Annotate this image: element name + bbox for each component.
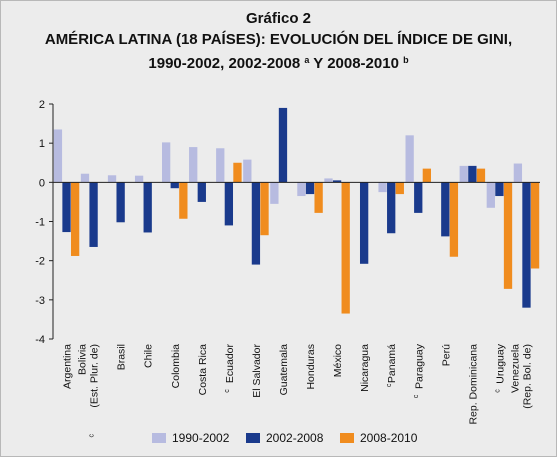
x-category-label: Uruguay [494,343,506,383]
bar-series-1 [216,148,225,183]
bar-series-1 [80,173,90,183]
x-category-footnote: c [89,434,96,438]
bar-series-2 [251,182,261,265]
y-tick-label: -3 [35,295,45,307]
bar-series-3 [449,182,459,257]
x-category-footnote: c [224,389,231,393]
bar-series-3 [530,182,540,269]
x-category-label: Colombia [170,344,182,389]
bar-series-2 [170,182,179,189]
x-category-footnote: c [494,389,501,393]
x-category-label: (Rep. Bol. de) [521,344,533,409]
bar-series-1 [107,175,117,183]
bar-series-3 [341,182,350,314]
bar-series-2 [414,182,423,213]
bar-series-1 [162,142,171,183]
x-category-footnote: c [413,394,420,398]
bar-series-2 [468,165,477,183]
x-category-label: Bolivia [77,344,89,375]
legend-item-1: 1990-2002 [152,431,229,445]
x-category-footnote: c [386,383,393,387]
y-tick-label: -4 [35,334,45,346]
legend-item-3: 2008-2010 [340,431,417,445]
x-category-label: Brasil [116,344,128,370]
legend-label-1: 1990-2002 [172,431,230,445]
bar-series-2 [278,107,288,183]
title-line-2: AMÉRICA LATINA (18 PAÍSES): EVOLUCIÓN DE… [44,31,513,48]
bar-series-2 [495,182,504,197]
x-category-label: Rep. Dominicana [467,344,479,425]
bar-series-3 [70,182,80,256]
bar-series-2 [387,182,396,234]
bar-series-1 [486,182,495,208]
title-footnote-b: b [403,55,409,65]
x-category-label: Panamá [386,344,398,383]
title-line-3-text-1: 1990-2002, 2002-2008 [148,55,305,72]
x-category-label: Perú [440,344,452,366]
bar-series-2 [197,182,206,202]
x-category-label: Nicaragua [359,344,371,392]
bar-series-1 [405,135,414,183]
bar-series-1 [53,129,63,183]
legend-swatch-1 [152,433,166,443]
bar-series-1 [243,159,252,183]
x-category-label: Chile [143,344,155,368]
legend-item-2: 2002-2008 [246,431,323,445]
bar-series-3 [503,182,513,289]
legend-swatch-3 [340,433,354,443]
bar-series-1 [189,147,198,183]
bar-series-1 [459,165,468,183]
bar-series-2 [224,182,234,226]
bar-series-1 [324,178,333,183]
x-category-label: Costa Rica [197,344,209,396]
bar-series-3 [260,182,269,236]
bar-series-3 [314,182,323,213]
x-category-label: Argentina [62,344,74,389]
bar-series-1 [134,175,144,183]
bar-series-3 [179,182,188,219]
bar-series-3 [476,168,486,183]
x-category-label: Guatemala [278,344,290,396]
y-tick-label: 2 [39,99,45,111]
legend-swatch-2 [246,433,260,443]
bar-series-3 [395,182,404,195]
bar-series-2 [89,182,98,247]
bar-series-2 [305,182,315,195]
y-tick-label: 0 [39,177,45,189]
y-tick-label: 1 [39,138,45,150]
figure-number: Gráfico 2 [245,10,312,27]
bar-series-1 [270,182,279,204]
x-category-label: Paraguay [413,343,425,389]
bar-series-3 [422,168,431,183]
bar-series-3 [233,162,242,183]
x-category-label: México [332,344,344,377]
x-category-label: Ecuador [224,343,236,383]
x-category-label: (Est. Plur. de) [89,344,101,408]
title-footnote-a: a [304,55,310,65]
bar-series-2 [441,182,450,237]
title-line-3-text-2: Y 2008-2010 [309,55,404,72]
title-line-3: 1990-2002, 2002-2008 a Y 2008-2010 b [0,50,557,74]
bar-series-1 [378,182,387,193]
x-category-label: El Salvador [251,344,263,398]
x-category-label: Honduras [305,344,317,390]
y-tick-label: -1 [35,217,45,229]
chart-title: Gráfico 2 AMÉRICA LATINA (18 PAÍSES): EV… [0,8,557,74]
bar-series-1 [513,163,523,183]
bar-series-2 [359,182,369,264]
x-category-label: Venezuela [509,344,521,393]
bar-series-2 [116,182,125,223]
bar-series-2 [62,182,71,233]
bar-series-1 [297,182,306,197]
bar-series-2 [522,182,531,308]
bar-series-2 [143,182,152,233]
y-tick-label: -2 [35,256,45,268]
legend-label-3: 2008-2010 [360,431,418,445]
bar-series-2 [332,180,342,183]
legend-label-2: 2002-2008 [266,431,324,445]
